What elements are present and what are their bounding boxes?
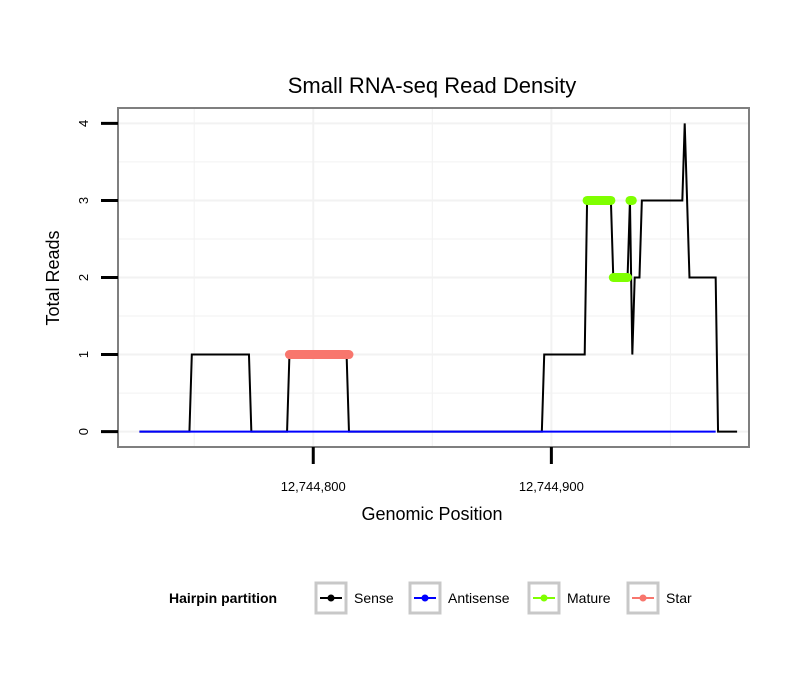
series-layer [139, 123, 738, 433]
legend-item-antisense: Antisense [408, 581, 510, 615]
x-tick-label: 12,744,900 [519, 479, 584, 494]
y-tick-label: 1 [76, 351, 91, 358]
legend-label-mature: Mature [567, 590, 611, 606]
chart-title: Small RNA-seq Read Density [288, 73, 577, 98]
legend-label-star: Star [666, 590, 692, 606]
legend-label-sense: Sense [354, 590, 394, 606]
plot-panel [117, 107, 750, 448]
x-tick-label: 12,744,800 [281, 479, 346, 494]
y-tick-label: 2 [76, 274, 91, 281]
legend-item-sense: Sense [314, 581, 394, 615]
legend-key-point-star [639, 594, 647, 602]
legend-key-point-mature [540, 594, 548, 602]
y-tick-label: 4 [76, 120, 91, 127]
x-axis-title: Genomic Position [361, 504, 502, 524]
x-axis: 12,744,800 12,744,900 [281, 447, 584, 494]
y-tick-label: 3 [76, 197, 91, 204]
legend-label-antisense: Antisense [448, 590, 510, 606]
legend-item-mature: Mature [527, 581, 611, 615]
legend-key-point-sense [327, 594, 335, 602]
y-tick-label: 0 [76, 428, 91, 435]
legend-item-star: Star [626, 581, 692, 615]
legend-key-point-antisense [421, 594, 429, 602]
y-axis-title: Total Reads [43, 230, 63, 325]
y-axis: 0 1 2 3 4 [76, 120, 118, 435]
legend-title: Hairpin partition [169, 590, 277, 606]
legend: Hairpin partition Sense Antisense Mature St… [169, 581, 692, 615]
